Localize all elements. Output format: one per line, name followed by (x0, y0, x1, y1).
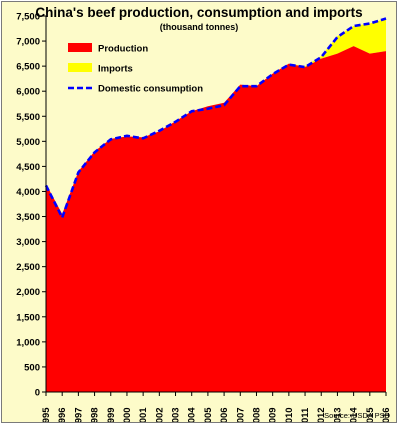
x-tick-label: 1998 (90, 407, 101, 422)
x-tick-label: 2006 (219, 407, 230, 422)
y-tick-label: 3,000 (16, 237, 40, 248)
x-tick-label: 2011 (300, 407, 311, 422)
x-tick-label: 2007 (235, 407, 246, 422)
y-tick-label: 1,500 (16, 312, 40, 323)
source-note: Source: USDA PSD (324, 411, 390, 420)
y-tick-label: 6,500 (16, 62, 40, 73)
x-tick-label: 1999 (106, 407, 117, 422)
x-tick-label: 1997 (73, 407, 84, 422)
chart-subtitle: (thousand tonnes) (159, 22, 239, 32)
x-tick-label: 1995 (41, 407, 52, 422)
y-tick-label: 3,500 (16, 212, 40, 223)
x-tick-label: 2013 (332, 407, 343, 422)
y-tick-label: 4,500 (16, 162, 40, 173)
x-tick-label: 2014 (349, 407, 360, 422)
y-tick-label: 7,500 (16, 12, 40, 23)
legend: Production Imports Domestic consumption (68, 43, 203, 95)
x-tick-label: 2004 (187, 407, 198, 422)
legend-label-consumption: Domestic consumption (98, 84, 203, 95)
x-tick-label: 2003 (171, 407, 182, 422)
consumption-line (44, 17, 387, 221)
y-tick-label: 5,500 (16, 112, 40, 123)
chart-title: China's beef production, consumption and… (35, 5, 363, 20)
y-tick-label: 1,000 (16, 337, 40, 348)
x-tick-label: 2001 (138, 407, 149, 422)
legend-label-production: Production (98, 44, 148, 55)
chart-frame: China's beef production, consumption and… (1, 1, 397, 423)
legend-swatch-production (68, 43, 92, 52)
series-layer (44, 17, 387, 392)
y-tick-label: 2,500 (16, 262, 40, 273)
y-tick-label: 2,000 (16, 287, 40, 298)
legend-label-imports: Imports (98, 64, 133, 75)
y-tick-label: 0 (35, 388, 40, 399)
y-tick-label: 7,000 (16, 37, 40, 48)
chart-plot: 0 500 1,000 1,500 2,000 2,500 3,000 3,500 4,000 4… (16, 12, 392, 423)
x-tick-label: 2002 (154, 407, 165, 422)
x-tick-label: 2008 (251, 407, 262, 422)
y-tick-label: 6,000 (16, 87, 40, 98)
legend-swatch-imports (68, 63, 92, 72)
x-tick-label: 1996 (57, 407, 68, 422)
x-tick-label: 2015 (365, 407, 376, 422)
production-area (46, 46, 386, 392)
y-tick-label: 500 (24, 362, 40, 373)
axes: 0 500 1,000 1,500 2,000 2,500 3,000 3,500 4,000 4… (16, 12, 392, 423)
x-tick-label: 2000 (122, 407, 133, 422)
imports-area (46, 18, 386, 215)
y-tick-label: 5,000 (16, 137, 40, 148)
x-tick-label: 2012 (316, 407, 327, 422)
x-tick-label: 2005 (203, 407, 214, 422)
x-tick-label: 2009 (268, 407, 279, 422)
x-tick-label: 2016 (381, 407, 392, 422)
y-tick-label: 4,000 (16, 187, 40, 198)
x-tick-label: 2010 (284, 407, 295, 422)
